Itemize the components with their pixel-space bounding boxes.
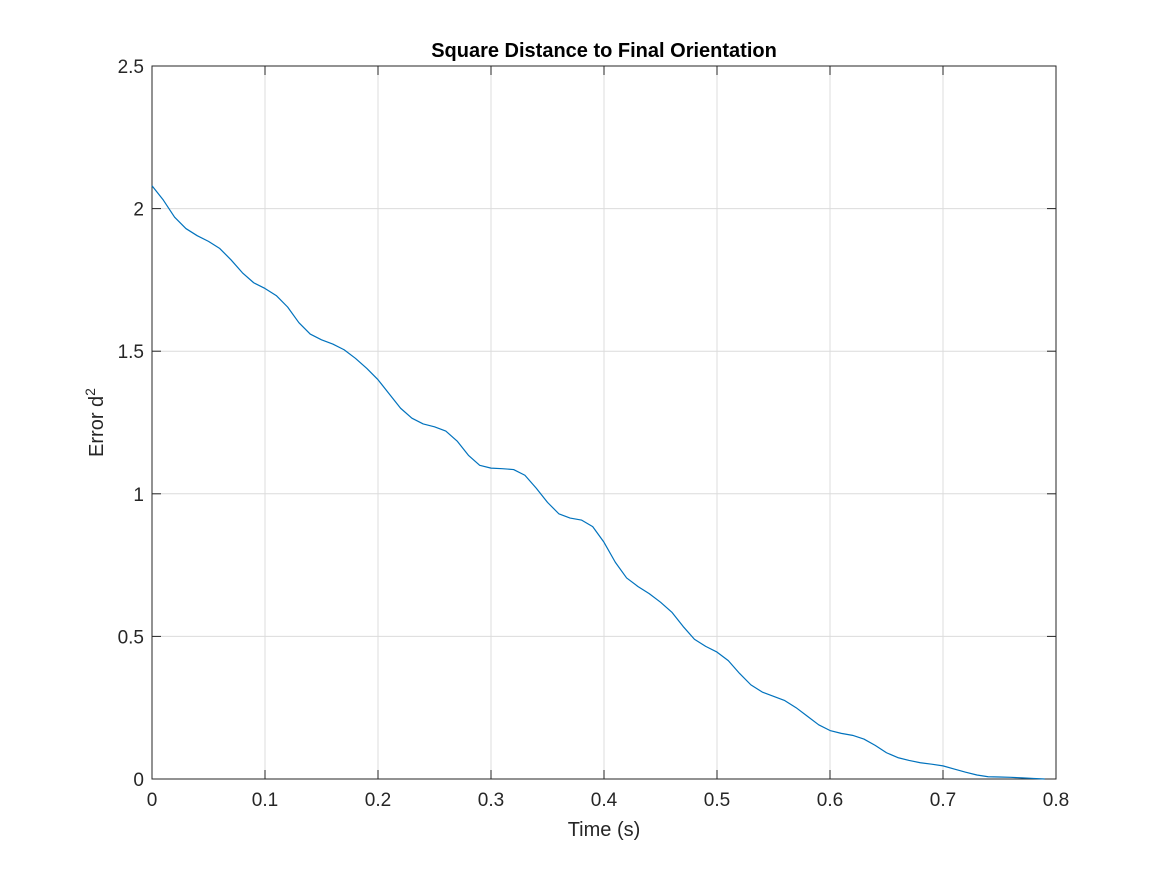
y-tick-label: 2 [133,200,144,221]
series-line [151,185,1045,780]
y-tick-label: 0 [133,770,144,791]
x-axis-label: Time (s) [568,819,641,841]
y-axis-label-superscript: 2 [82,388,98,396]
y-axis-label-text: Error d [86,396,108,457]
x-tick-label: 0.6 [817,790,843,811]
x-tick-label: 0.8 [1043,790,1069,811]
x-tick-label: 0.3 [478,790,504,811]
y-tick-label: 1.5 [118,342,144,363]
series-layer [151,185,1045,780]
grid-lines [152,66,1056,779]
x-tick-label: 0 [147,790,158,811]
x-tick-label: 0.7 [930,790,956,811]
x-tick-label: 0.1 [252,790,278,811]
x-tick-labels: 0 0.1 0.2 0.3 0.4 0.5 0.6 0.7 0.8 [147,790,1070,811]
axis-ticks [151,65,1057,780]
chart-title: Square Distance to Final Orientation [431,40,777,62]
y-tick-label: 1 [133,485,144,506]
y-tick-label: 0.5 [118,627,144,648]
x-tick-label: 0.4 [591,790,618,811]
x-tick-label: 0.5 [704,790,730,811]
y-tick-label: 2.5 [118,57,144,78]
y-axis-label: Error d2 [82,388,108,457]
y-tick-labels: 0 0.5 1 1.5 2 2.5 [118,57,144,791]
x-tick-label: 0.2 [365,790,391,811]
